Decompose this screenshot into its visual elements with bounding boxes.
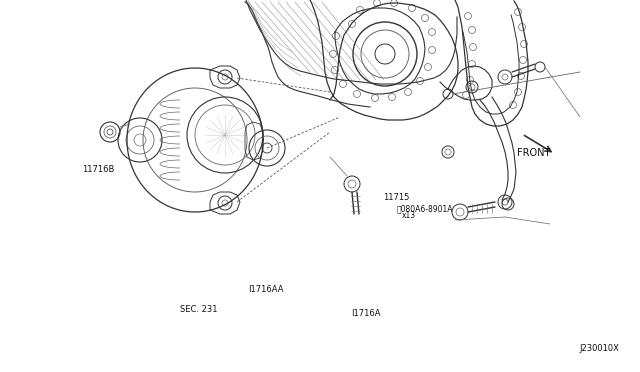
Text: 11716B: 11716B	[82, 165, 115, 174]
Text: J230010X: J230010X	[580, 344, 620, 353]
Text: I1716A: I1716A	[351, 309, 380, 318]
Text: x13: x13	[402, 211, 416, 220]
Text: Ⓡ080A6-8901A: Ⓡ080A6-8901A	[397, 205, 453, 214]
Text: SEC. 231: SEC. 231	[180, 305, 217, 314]
Text: 11715: 11715	[383, 193, 409, 202]
Text: I1716AA: I1716AA	[248, 285, 284, 294]
Text: FRONT: FRONT	[517, 148, 550, 158]
